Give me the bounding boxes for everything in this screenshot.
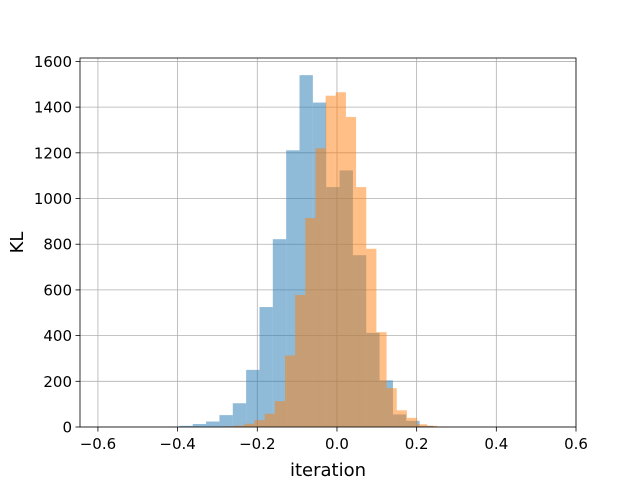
histogram-bar-series-2 bbox=[406, 417, 418, 427]
y-tick-label: 600 bbox=[43, 281, 72, 299]
histogram-bar-series-2 bbox=[335, 92, 346, 427]
histogram-bar-series-2 bbox=[295, 294, 306, 427]
y-tick-label: 1000 bbox=[34, 190, 72, 208]
histogram-bar-series-2 bbox=[244, 423, 255, 427]
histogram-bar-series-2 bbox=[417, 424, 428, 427]
histogram-bar-series-1 bbox=[259, 307, 273, 427]
histogram-bar-series-1 bbox=[272, 239, 287, 427]
histogram-bar-series-1 bbox=[179, 425, 193, 427]
x-tick-label: −0.2 bbox=[239, 435, 275, 453]
histogram-bar-series-2 bbox=[427, 425, 438, 427]
histogram-bar-series-2 bbox=[345, 116, 357, 427]
histogram-bar-series-2 bbox=[396, 410, 407, 427]
ticks: −0.6 −0.4 −0.2 0.0 0.2 0.4 0.6 0 200 400 600 800 100… bbox=[34, 53, 588, 453]
histogram-bar-series-1 bbox=[192, 424, 207, 427]
y-tick-label: 200 bbox=[43, 373, 72, 391]
x-tick-label: 0.2 bbox=[405, 435, 429, 453]
histogram-bar-series-1 bbox=[246, 369, 260, 427]
y-tick-label: 0 bbox=[62, 419, 72, 437]
histogram-bar-series-2 bbox=[264, 413, 275, 427]
plot-frame bbox=[79, 57, 577, 428]
y-tick-label: 800 bbox=[43, 236, 72, 254]
histogram-bar-series-2 bbox=[356, 187, 367, 427]
histogram-bar-series-2 bbox=[274, 401, 285, 427]
histogram-bar-series-2 bbox=[376, 332, 387, 427]
x-tick-label: 0.6 bbox=[564, 435, 588, 453]
histogram-bar-series-2 bbox=[284, 355, 296, 427]
y-tick-label: 1400 bbox=[34, 99, 72, 117]
x-tick-label: 0.0 bbox=[325, 435, 349, 453]
histogram-bar-series-2 bbox=[305, 217, 316, 427]
histogram-bar-series-2 bbox=[234, 425, 245, 427]
y-tick-label: 400 bbox=[43, 327, 72, 345]
histogram-bar-series-2 bbox=[315, 148, 326, 427]
y-tick-label: 1200 bbox=[34, 144, 72, 162]
y-tick-label: 1600 bbox=[34, 53, 72, 71]
x-tick-label: −0.6 bbox=[80, 435, 116, 453]
x-axis-label: iteration bbox=[290, 460, 366, 480]
bars bbox=[85, 75, 458, 428]
x-tick-label: −0.4 bbox=[159, 435, 195, 453]
histogram-bar-series-1 bbox=[232, 403, 247, 427]
histogram-bar-series-1 bbox=[206, 421, 220, 427]
histogram-bar-series-2 bbox=[366, 248, 377, 427]
x-tick-label: 0.4 bbox=[484, 435, 508, 453]
histogram-bar-series-2 bbox=[325, 95, 336, 427]
histogram-bar-series-2 bbox=[386, 388, 397, 427]
histogram-bar-series-2 bbox=[254, 420, 265, 427]
histogram-bar-series-1 bbox=[219, 415, 233, 427]
y-axis-label: KL bbox=[7, 232, 28, 254]
